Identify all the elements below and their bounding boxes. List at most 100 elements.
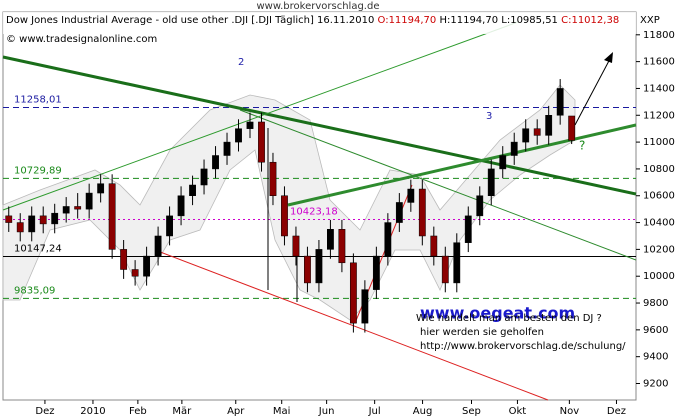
candle-body — [533, 128, 541, 136]
candle-body — [189, 184, 196, 196]
candle-body — [212, 155, 219, 170]
x-tick-label: Jul — [368, 406, 381, 417]
arrow-head — [604, 52, 613, 63]
x-tick-label: Feb — [129, 406, 147, 417]
page-header: www.brokervorschlag.de — [257, 1, 380, 12]
arrow — [574, 56, 612, 126]
candle-body — [39, 215, 47, 225]
candle-body — [487, 168, 495, 196]
ohlc-open: O:11194,70 — [378, 15, 437, 26]
level-label: 10423,18 — [290, 206, 338, 217]
candle-body — [97, 183, 105, 194]
candle-body — [556, 88, 564, 116]
x-tick-label: Jun — [318, 406, 335, 417]
ohlc-high: H:11194,70 — [439, 15, 498, 26]
wave-label: 2 — [238, 57, 244, 68]
x-tick-label: Nov — [560, 406, 580, 417]
candle-body — [154, 235, 162, 257]
y-tick-label: 10400 — [643, 218, 675, 229]
trendline — [2, 21, 519, 211]
y-tick-label: 10800 — [643, 164, 675, 175]
chart-title: Dow Jones Industrial Average - old use o… — [6, 15, 619, 26]
level-label: 10147,24 — [14, 243, 62, 254]
candle-body — [315, 249, 323, 284]
candle-body — [177, 195, 185, 217]
candle-body — [200, 168, 208, 186]
candle-body — [384, 222, 392, 257]
x-tick-label: Sep — [462, 406, 481, 417]
x-tick-label: Okt — [509, 406, 527, 417]
question-label: ? — [579, 139, 585, 153]
axis-label: XXP — [640, 15, 660, 26]
trendline — [287, 123, 637, 207]
candle-body — [258, 121, 265, 163]
header-bg — [3, 12, 636, 34]
y-tick-label: 10600 — [643, 191, 675, 202]
y-tick-label: 10200 — [643, 244, 675, 255]
candle-body — [131, 269, 139, 277]
candle-body — [327, 229, 334, 250]
candle-body — [166, 215, 173, 237]
level-label: 11258,01 — [14, 94, 62, 105]
candle-body — [510, 141, 518, 156]
candle-body — [453, 242, 461, 284]
y-tick-label: 9600 — [643, 325, 668, 336]
candle-body — [464, 215, 472, 243]
promo-url: www.oegeat.com — [420, 304, 575, 323]
promo-text: hier werden sie geholfen — [420, 327, 544, 338]
wave-label: 3 — [486, 111, 492, 122]
x-tick-label: Dez — [607, 406, 626, 417]
candle-body — [269, 161, 277, 196]
y-tick-label: 11600 — [643, 57, 675, 68]
candle-body — [349, 262, 357, 324]
candle-body — [441, 255, 449, 284]
candle-body — [108, 183, 116, 250]
candle-body — [418, 188, 426, 237]
x-tick-label: Mai — [273, 406, 291, 417]
y-tick-label: 10000 — [643, 271, 675, 282]
x-tick-label: Dez — [35, 406, 54, 417]
y-tick-label: 9400 — [643, 352, 668, 363]
trendline — [239, 109, 637, 261]
candle-body — [522, 128, 530, 143]
candle-body — [407, 188, 415, 203]
trendline — [154, 249, 549, 401]
x-tick-label: Aug — [413, 406, 433, 417]
candle-body — [235, 128, 242, 143]
candle-body — [85, 192, 93, 210]
candle-body — [545, 115, 553, 136]
y-tick-label: 11400 — [643, 83, 675, 94]
candle-body — [361, 289, 369, 324]
y-tick-label: 11200 — [643, 110, 675, 121]
candle-body — [143, 255, 151, 277]
y-tick-label: 11000 — [643, 137, 675, 148]
level-label: 10729,89 — [14, 165, 62, 176]
candle-body — [246, 121, 254, 129]
candle-body — [28, 215, 36, 233]
y-tick-label: 11800 — [643, 30, 675, 41]
candle-body — [5, 215, 13, 223]
candles — [5, 79, 576, 333]
candle-body — [16, 222, 24, 233]
candle-body — [120, 249, 128, 270]
y-tick-label: 9800 — [643, 298, 668, 309]
candle-body — [292, 235, 300, 257]
y-tick-label: 9200 — [643, 379, 668, 390]
candle-body — [430, 235, 438, 257]
candle-body — [51, 212, 59, 225]
candle-body — [395, 202, 403, 223]
candle-body — [568, 115, 576, 141]
level-label: 9835,09 — [14, 285, 55, 296]
title-text: Dow Jones Industrial Average - old use o… — [6, 15, 374, 26]
x-tick-label: 2010 — [80, 406, 105, 417]
x-tick-label: Mär — [172, 406, 192, 417]
levels: 11258,01 10729,89 10423,18 10147,24 9835,09 — [3, 94, 636, 299]
candle-body — [476, 195, 484, 217]
candle-body — [338, 229, 346, 264]
copyright: © www.tradesignalonline.com — [6, 34, 157, 45]
candle-body — [499, 155, 507, 170]
candle-body — [281, 195, 288, 237]
candle-body — [62, 206, 70, 214]
trendline — [2, 55, 637, 196]
